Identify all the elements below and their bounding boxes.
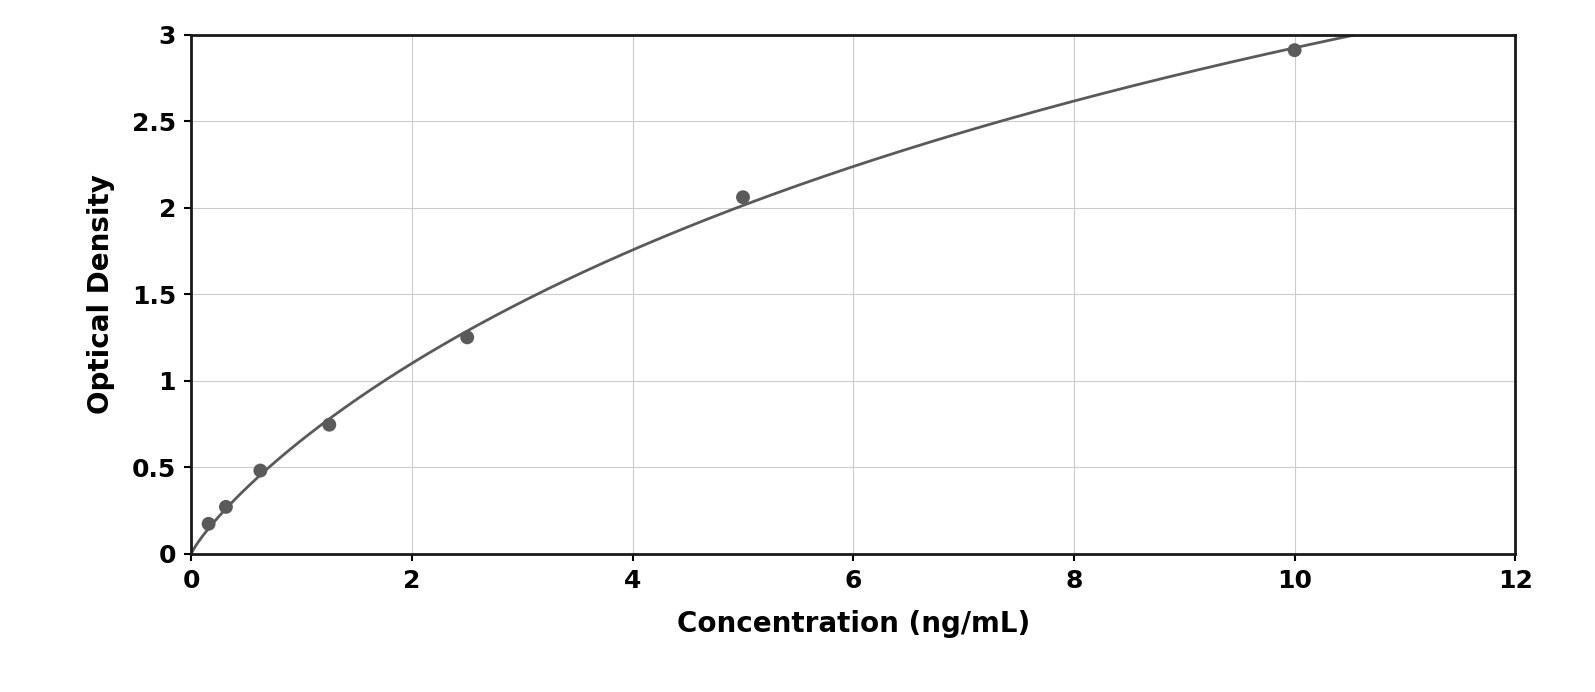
Point: [214, 501, 239, 512]
Point: [1282, 45, 1308, 56]
Point: [455, 332, 480, 343]
X-axis label: Concentration (ng/mL): Concentration (ng/mL): [676, 610, 1030, 637]
Y-axis label: Optical Density: Optical Density: [88, 174, 115, 414]
Point: [247, 465, 273, 476]
Point: [316, 419, 341, 430]
Point: [731, 192, 756, 203]
Point: [196, 518, 222, 529]
